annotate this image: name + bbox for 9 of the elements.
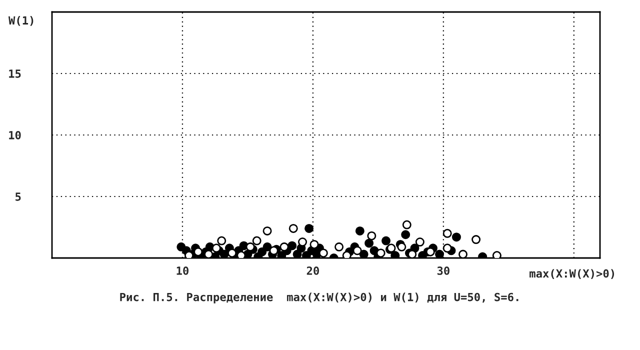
x-tick-label: 20 bbox=[306, 266, 319, 275]
y-tick-label: 10 bbox=[9, 130, 21, 140]
x-tick-label: 10 bbox=[176, 266, 188, 275]
x-tick-label: 30 bbox=[437, 266, 450, 275]
y-axis-title: W(1) bbox=[8, 16, 34, 26]
x-axis-title: max(X:W(X)>0) bbox=[530, 269, 614, 279]
y-tick-label: 15 bbox=[9, 70, 21, 78]
text: Рис. П.5. Распределение max(X:W(X)>0) и W(1) для U=50, S=6. bbox=[120, 292, 518, 304]
y-tick-label: 5 bbox=[16, 192, 21, 201]
